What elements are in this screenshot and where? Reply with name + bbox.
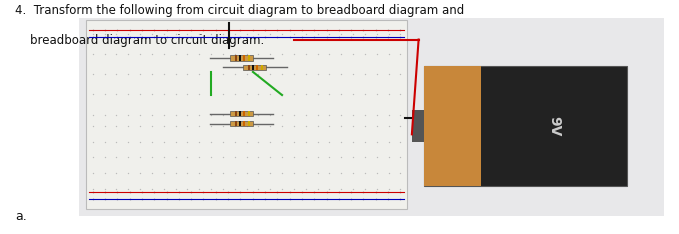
Bar	[248, 55, 250, 61]
Bar	[424, 66, 481, 186]
Bar	[248, 121, 250, 127]
Bar	[249, 65, 251, 70]
Bar	[244, 65, 266, 70]
Bar	[79, 18, 664, 216]
Bar	[248, 111, 250, 116]
Bar	[235, 55, 237, 61]
Bar	[239, 55, 241, 61]
Bar	[243, 111, 245, 116]
Bar	[230, 111, 253, 116]
Text: 4.  Transform the following from circuit diagram to breadboard diagram and: 4. Transform the following from circuit …	[15, 4, 464, 17]
Bar	[257, 65, 258, 70]
Bar	[86, 20, 407, 209]
Bar	[253, 65, 255, 70]
Bar	[239, 121, 241, 127]
Bar	[261, 65, 263, 70]
Text: 9V: 9V	[547, 116, 561, 136]
Text: a.: a.	[15, 210, 26, 223]
Bar	[230, 121, 253, 127]
Bar	[412, 110, 424, 143]
Bar	[230, 55, 253, 61]
Text: breadboard diagram to circuit diagram.: breadboard diagram to circuit diagram.	[15, 34, 264, 47]
Bar	[235, 121, 237, 127]
Bar	[243, 121, 245, 127]
Bar	[243, 55, 245, 61]
Bar	[235, 111, 237, 116]
Bar	[424, 66, 627, 186]
Bar	[239, 111, 241, 116]
